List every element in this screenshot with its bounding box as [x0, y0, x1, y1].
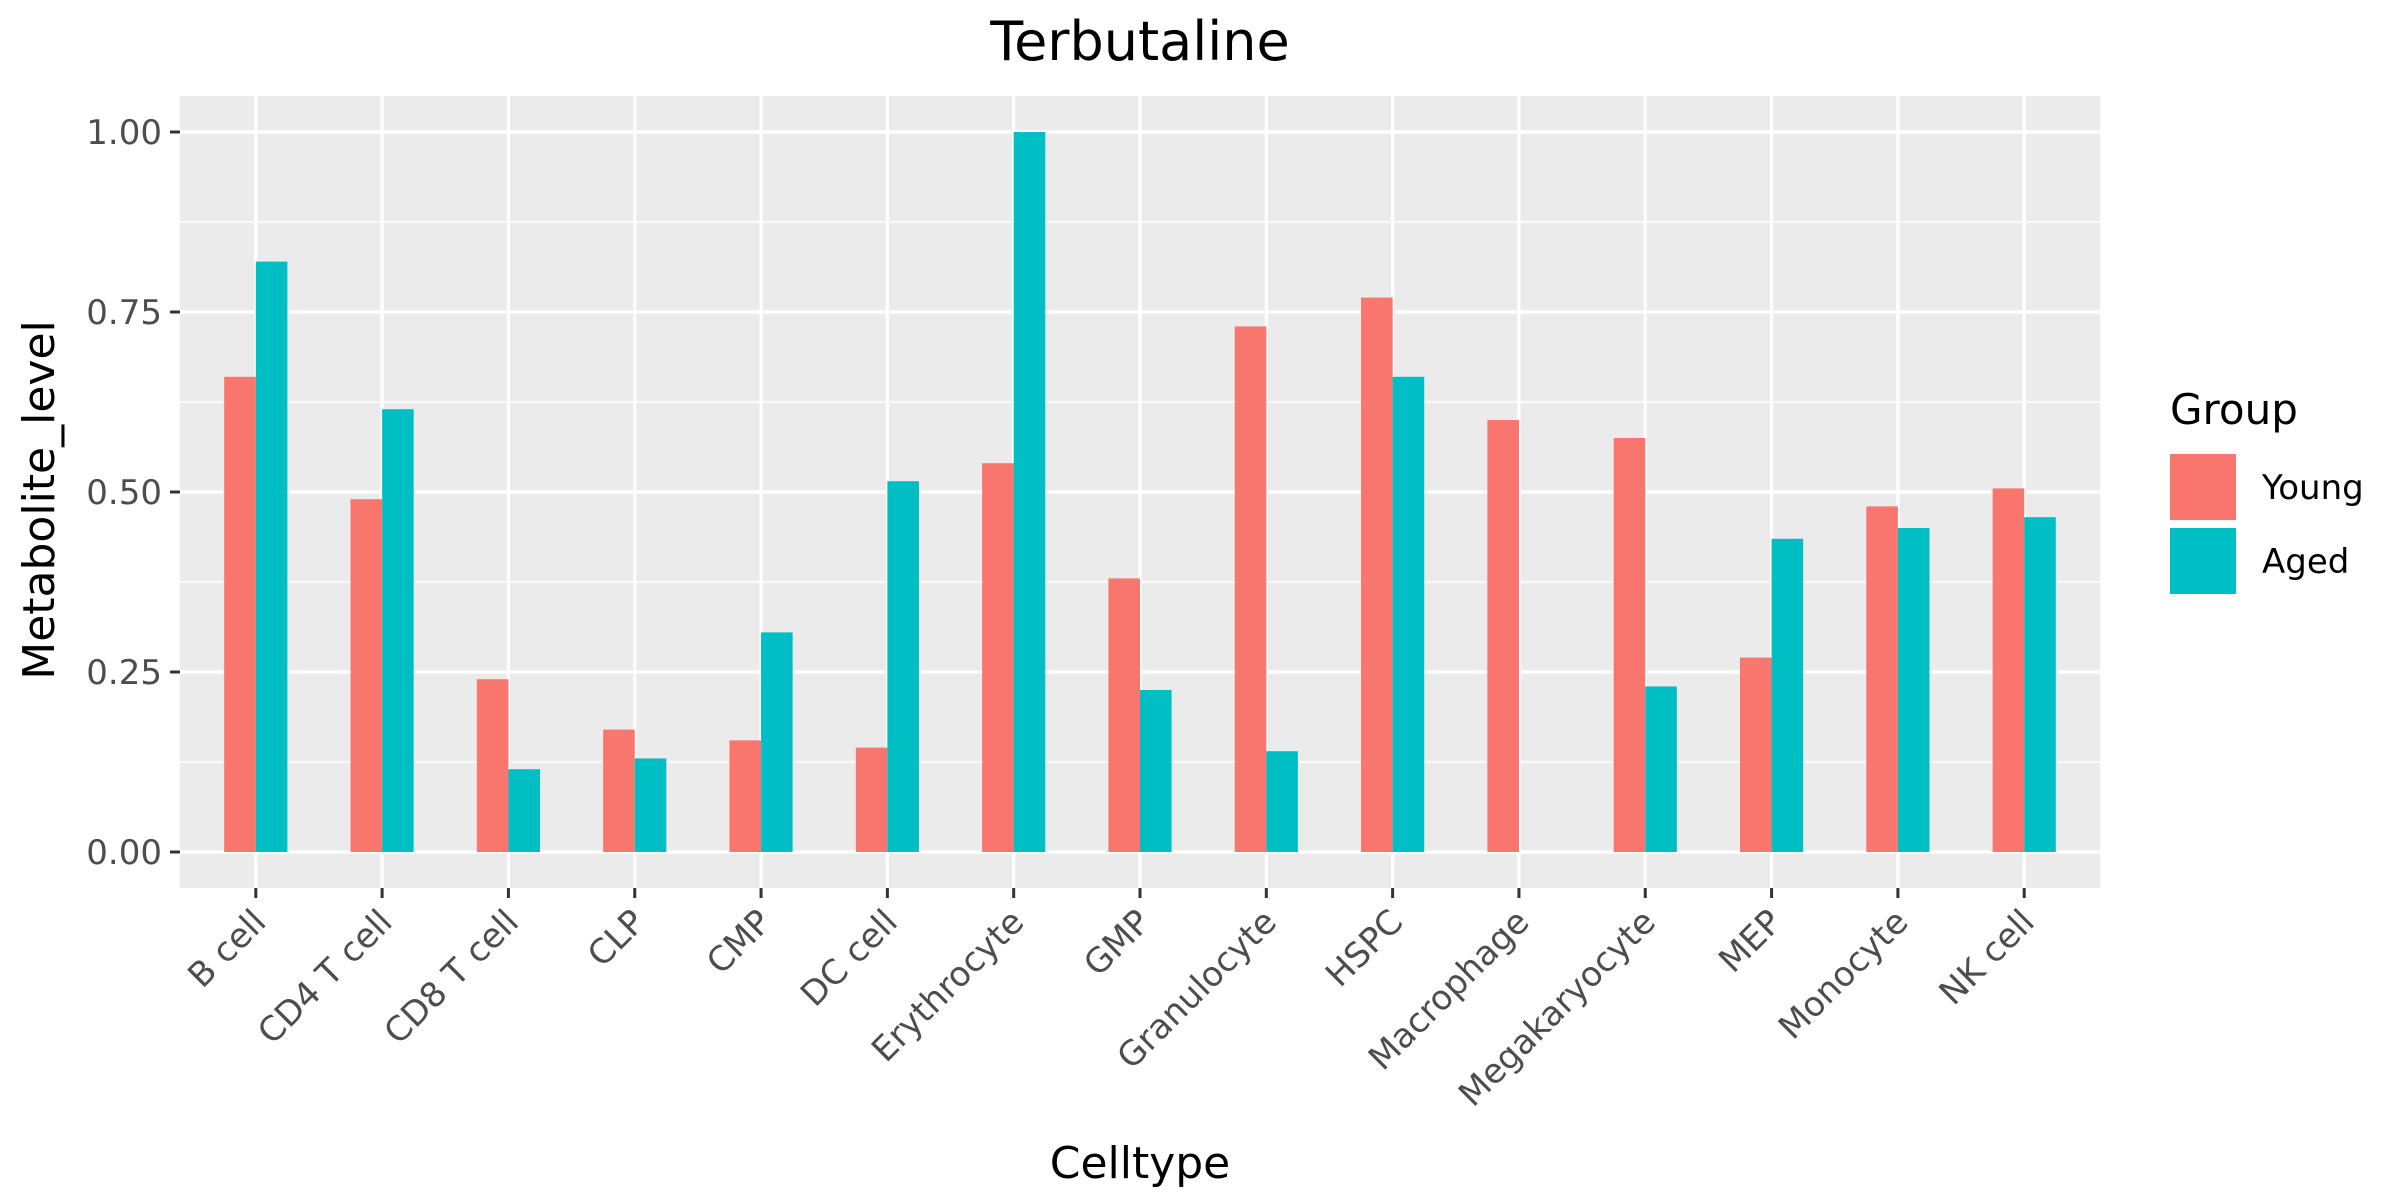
legend-key-young — [2170, 454, 2236, 520]
bar-young — [1361, 297, 1393, 853]
y-tick-label: 0.00 — [86, 833, 162, 873]
legend-title: Group — [2170, 385, 2298, 434]
x-tick-label: NK cell — [1932, 902, 2043, 1013]
x-tick-label: Monocyte — [1771, 902, 1916, 1047]
bar-aged — [255, 261, 288, 853]
y-tick-label: 0.75 — [86, 293, 162, 333]
bar-young — [1866, 506, 1898, 852]
legend-label-aged: Aged — [2262, 542, 2349, 582]
chart-title: Terbutaline — [989, 10, 1289, 73]
x-tick-label: HSPC — [1318, 902, 1411, 995]
x-tick-label: B cell — [180, 902, 274, 996]
y-tick-label: 1.00 — [86, 113, 162, 153]
bar-young — [603, 729, 635, 852]
bar-aged — [1392, 376, 1425, 852]
bar-aged — [634, 758, 667, 852]
bar-aged — [1266, 751, 1298, 852]
bar-aged — [1771, 538, 1804, 852]
x-tick-label: CMP — [699, 902, 779, 982]
bar-young — [982, 463, 1014, 852]
bar-young — [476, 679, 509, 852]
bar-aged — [761, 632, 793, 852]
y-tick-label: 0.25 — [86, 653, 162, 693]
bar-young — [350, 499, 383, 852]
bar-aged — [887, 481, 919, 852]
bar-aged — [508, 769, 540, 852]
bar-young — [1992, 488, 2025, 852]
x-tick-label: CD8 T cell — [377, 902, 527, 1052]
bar-young — [855, 747, 888, 852]
x-tick-label: CD4 T cell — [250, 902, 400, 1052]
bar-young — [1487, 420, 1519, 852]
bar-aged — [382, 409, 414, 852]
legend: Group Young Aged — [2170, 385, 2364, 594]
bar-young — [224, 376, 256, 852]
x-tick-label: GMP — [1076, 902, 1158, 984]
bar-young — [1108, 578, 1140, 852]
x-tick-label: MEP — [1711, 902, 1790, 981]
bar-young — [1740, 657, 1772, 852]
bar-aged — [1897, 528, 1930, 852]
bar-young — [729, 740, 762, 852]
y-axis: 0.00 0.25 0.50 0.75 1.00 — [86, 113, 180, 873]
bar-aged — [1013, 132, 1046, 852]
x-tick-label: DC cell — [793, 902, 906, 1015]
legend-label-young: Young — [2261, 468, 2364, 508]
y-axis-title: Metabolite_level — [14, 320, 65, 680]
bar-aged — [1140, 690, 1172, 852]
x-axis-title: Celltype — [1050, 1138, 1231, 1189]
bar-young — [1234, 326, 1267, 852]
bar-aged — [2024, 517, 2056, 852]
bars — [224, 132, 2056, 853]
bar-young — [1613, 438, 1646, 852]
x-tick-label: CLP — [580, 902, 653, 975]
legend-key-aged — [2170, 528, 2236, 594]
y-tick-label: 0.50 — [86, 473, 162, 513]
bar-aged — [1645, 686, 1677, 852]
